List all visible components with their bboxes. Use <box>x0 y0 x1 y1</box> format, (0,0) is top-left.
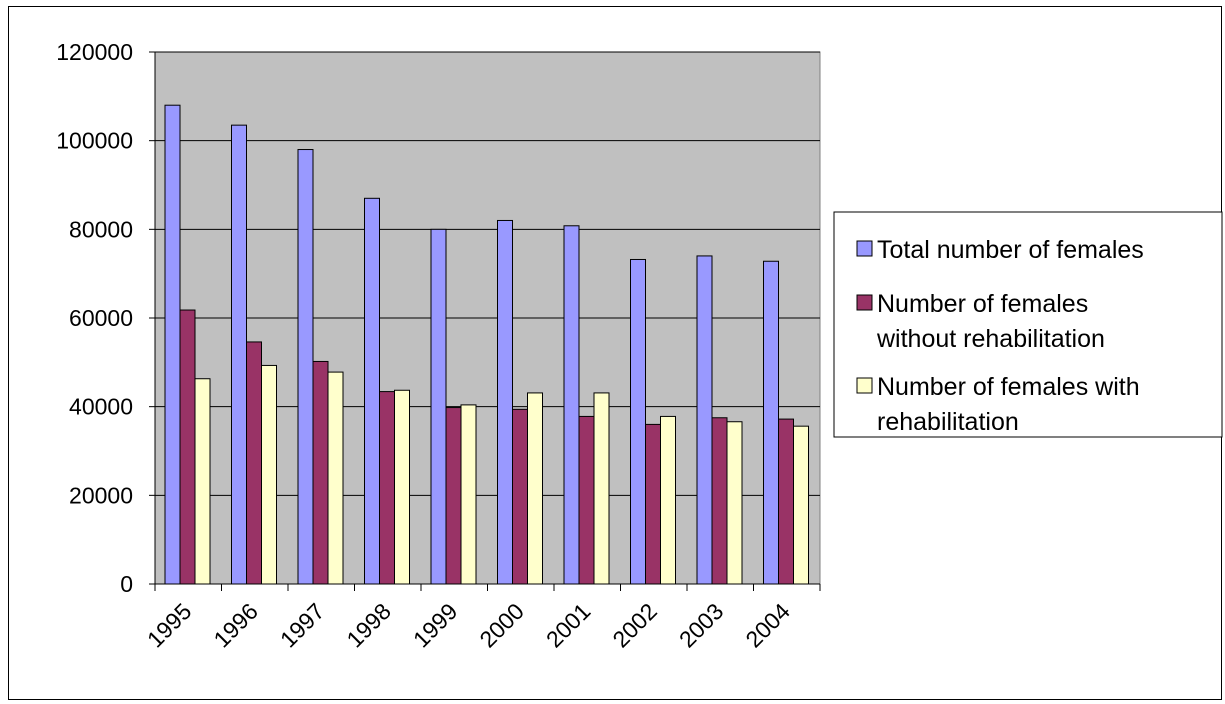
bar <box>497 219 513 585</box>
y-tick-label: 100000 <box>56 128 133 154</box>
x-tick-labels: 1995 1996 1997 1998 1999 2000 2001 2002 2003 2004 <box>142 598 795 653</box>
bar <box>312 360 329 585</box>
bar <box>793 425 809 585</box>
bar <box>563 225 580 585</box>
bar <box>430 228 447 585</box>
bar <box>194 378 211 585</box>
bar <box>726 421 743 585</box>
bar <box>527 392 543 585</box>
legend: Total number of females Number of female… <box>833 211 1223 438</box>
x-tick-label: 2003 <box>674 598 729 653</box>
legend-label-with: Number of females with rehabilitation <box>877 373 1147 436</box>
bar <box>379 391 395 585</box>
bar <box>763 260 779 585</box>
bar <box>246 341 262 585</box>
x-tick-label: 2002 <box>607 598 662 653</box>
bar <box>696 255 713 585</box>
bar <box>778 418 794 585</box>
y-tick-labels: 0 20000 40000 60000 80000 100000 120000 <box>56 39 133 597</box>
y-tick-label: 40000 <box>69 394 133 420</box>
bar <box>593 392 610 585</box>
y-tick-label: 80000 <box>69 216 133 242</box>
y-tick-label: 20000 <box>69 482 133 508</box>
bar <box>660 415 676 585</box>
x-tick-label: 1998 <box>341 598 396 653</box>
y-tick-label: 120000 <box>56 39 133 65</box>
bar <box>512 408 528 585</box>
bar <box>164 104 181 585</box>
bar <box>297 149 314 585</box>
bar <box>460 404 477 585</box>
bar <box>711 417 728 585</box>
bar <box>364 197 380 585</box>
legend-swatch-without <box>856 294 873 311</box>
legend-box <box>833 211 1223 438</box>
legend-label-without-line2: without rehabilitation <box>876 325 1105 353</box>
bar <box>645 423 661 585</box>
x-tick-label: 1996 <box>208 598 263 653</box>
x-tick-label: 1997 <box>275 598 330 653</box>
bar <box>578 415 595 585</box>
bar <box>231 124 247 585</box>
legend-swatch-total <box>856 240 873 257</box>
x-tick-label: 2004 <box>740 598 795 653</box>
legend-label-with-line1: Number of females with <box>877 373 1140 401</box>
bar <box>394 389 410 585</box>
bar <box>445 407 462 585</box>
legend-label-without: Number of females without rehabilitation <box>876 290 1105 353</box>
x-tick-label: 2001 <box>541 598 596 653</box>
legend-label-with-line2: rehabilitation <box>877 408 1019 436</box>
bar <box>261 364 277 585</box>
bar <box>630 258 646 585</box>
bar <box>327 371 344 585</box>
y-tick-label: 0 <box>120 571 133 597</box>
y-tick-label: 60000 <box>69 305 133 331</box>
legend-swatch-with <box>856 377 873 394</box>
x-tick-label: 1995 <box>142 598 197 653</box>
bars <box>164 104 809 585</box>
x-tick-label: 1999 <box>408 598 463 653</box>
bar <box>179 309 196 585</box>
legend-label-without-line1: Number of females <box>877 290 1088 318</box>
axes <box>149 51 821 591</box>
x-tick-label: 2000 <box>474 598 529 653</box>
legend-label-total: Total number of females <box>877 236 1144 264</box>
